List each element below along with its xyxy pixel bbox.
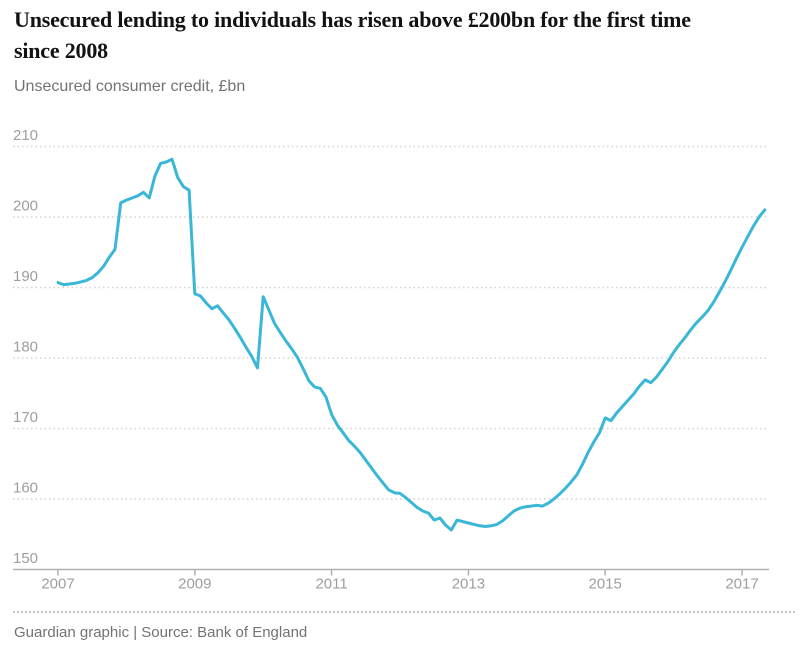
- line-chart: 150 160 170 180 190 200 210 2007 2009 2011 2013 201…: [13, 127, 769, 593]
- x-tick-label: 2015: [589, 576, 622, 593]
- y-tick-label: 150: [13, 550, 38, 567]
- x-tick-label: 2011: [315, 576, 347, 593]
- chart-subtitle: Unsecured consumer credit, £bn: [14, 78, 246, 95]
- x-tick-label: 2007: [41, 576, 74, 593]
- y-tick-label: 190: [13, 268, 38, 285]
- x-tick-label: 2013: [452, 576, 485, 593]
- data-line-unsecured-credit: [56, 157, 767, 532]
- y-tick-label: 200: [13, 198, 38, 215]
- footer-separator: [13, 611, 795, 613]
- y-tick-label: 170: [13, 409, 38, 426]
- source-credit: Guardian graphic | Source: Bank of Engla…: [14, 624, 308, 641]
- chart-headline: Unsecured lending to individuals has ris…: [14, 7, 691, 63]
- x-tick-label: 2009: [178, 576, 211, 593]
- y-tick-label: 160: [13, 480, 38, 497]
- x-tick-label: 2017: [725, 576, 758, 593]
- y-tick-label: 180: [13, 339, 38, 356]
- y-tick-label: 210: [13, 127, 38, 144]
